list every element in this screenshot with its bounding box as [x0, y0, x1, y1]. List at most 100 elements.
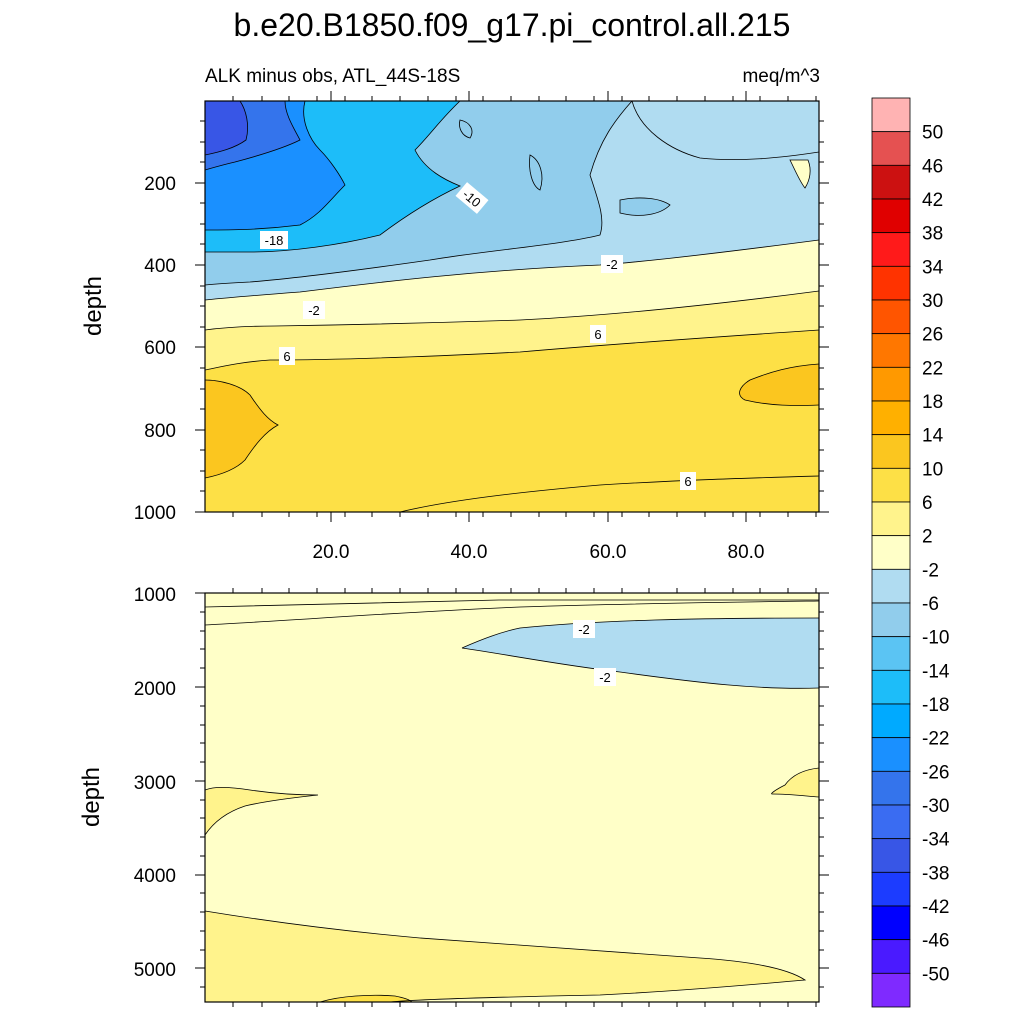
contour-label-text: -2 [308, 303, 320, 318]
lower-contour-line [205, 786, 319, 836]
colorbar-label: 22 [922, 358, 943, 379]
upper-y-axis-label: depth [80, 276, 107, 336]
colorbar: 50 46 42 38 34 30 26 22 18 14 10 6 2 -2 -6 -10 -14 -18 -22… [871, 97, 950, 1008]
colorbar-label: -18 [922, 695, 949, 716]
colorbar-label: -2 [922, 560, 939, 581]
colorbar-label: -42 [922, 897, 949, 918]
colorbar-label: -30 [922, 796, 949, 817]
upper-band-10-14-right [739, 364, 819, 406]
x-tick-label: 80.0 [728, 542, 765, 563]
upper-contour-labels: -10 -18 -2 -2 6 [260, 182, 696, 490]
x-tick-label: 20.0 [313, 542, 350, 563]
colorbar-label: 6 [922, 493, 933, 514]
upper-contour-line [205, 101, 633, 286]
lower-band-m2-2-upper [205, 593, 819, 625]
lower-contour-line [771, 767, 819, 798]
contour-label: -10 [455, 182, 489, 214]
upper-contour-line [205, 101, 301, 171]
upper-contour-line [205, 101, 248, 156]
upper-contour-line [205, 290, 819, 331]
upper-contour-line [205, 239, 819, 301]
colorbar-label: 26 [922, 325, 943, 346]
colorbar-label: -10 [922, 628, 949, 649]
upper-y-tick-labels: 200 400 600 800 1000 [134, 174, 176, 524]
colorbar-box [871, 905, 911, 941]
colorbar-label: 18 [922, 392, 943, 413]
upper-contour-line [619, 197, 671, 216]
contour-label-text: -18 [265, 233, 284, 248]
contour-label-text: 6 [594, 327, 601, 342]
upper-patch-m10-b [529, 155, 542, 190]
lower-axis-ticks [195, 588, 829, 1007]
y-tick-label: 800 [144, 421, 176, 442]
lower-contour-line [205, 600, 819, 626]
lower-contour-fill: -2 -2 [205, 593, 819, 1002]
colorbar-label: 38 [922, 224, 943, 245]
lower-patch-6-10 [320, 995, 412, 1002]
colorbar-label: -6 [922, 594, 939, 615]
colorbar-label: -22 [922, 729, 949, 750]
y-tick-label: 2000 [134, 679, 176, 700]
upper-contour-line [205, 101, 462, 253]
colorbar-box [871, 737, 911, 772]
colorbar-box [871, 131, 911, 166]
y-tick-label: 1000 [134, 503, 176, 524]
lower-contour-line [205, 910, 807, 1002]
upper-contour-line [459, 119, 473, 139]
colorbar-box [871, 972, 911, 1008]
upper-contour-fill: -10 -18 -2 -2 6 [205, 101, 819, 512]
y-tick-label: 4000 [134, 866, 176, 887]
lower-plot-frame [204, 592, 820, 1003]
colorbar-label: 10 [922, 459, 943, 480]
upper-contour-line [399, 475, 819, 512]
colorbar-label: 42 [922, 190, 943, 211]
upper-contour-line [789, 159, 811, 189]
upper-x-tick-labels: 20.0 40.0 60.0 80.0 [313, 542, 765, 563]
lower-y-tick-labels: 1000 2000 3000 4000 5000 [134, 585, 176, 981]
upper-panel: -10 -18 -2 -2 6 [80, 91, 829, 563]
contour-label: 6 [279, 347, 295, 365]
upper-contour-line [205, 379, 279, 479]
contour-label: 6 [680, 472, 696, 490]
contour-label-text: -2 [599, 670, 611, 685]
upper-band-10-14-left [205, 380, 278, 478]
colorbar-label: 30 [922, 291, 943, 312]
x-tick-label: 40.0 [451, 542, 488, 563]
colorbar-box [871, 366, 911, 402]
colorbar-box [871, 939, 911, 974]
lower-patch-2-6-left [205, 787, 318, 835]
colorbar-label: -14 [922, 661, 950, 682]
upper-contour-line [739, 363, 819, 406]
lower-contour-line [205, 599, 819, 608]
colorbar-box [871, 636, 911, 671]
contour-label: 6 [590, 325, 606, 343]
upper-patch-m10-a [620, 197, 670, 216]
contour-label-text: -2 [606, 257, 618, 272]
upper-patch-m2-2 [790, 160, 811, 188]
contour-label: -2 [594, 668, 616, 686]
contour-label-text: 6 [684, 474, 691, 489]
colorbar-box [871, 535, 911, 570]
colorbar-box [871, 838, 911, 873]
lower-panel: -2 -2 1000 2000 3000 4000 5000 depth [78, 585, 829, 1007]
colorbar-box [871, 333, 911, 368]
upper-contour-line [205, 101, 346, 231]
y-tick-label: 3000 [134, 773, 176, 794]
y-tick-label: 1000 [134, 585, 176, 606]
colorbar-label: 14 [922, 426, 944, 447]
lower-contour-line [461, 647, 819, 689]
colorbar-box [871, 871, 911, 907]
x-tick-label: 60.0 [590, 542, 627, 563]
contour-label-text: -2 [578, 622, 590, 637]
colorbar-box [871, 804, 911, 840]
colorbar-box [871, 198, 911, 234]
colorbar-box [871, 265, 911, 301]
y-tick-label: 5000 [134, 960, 176, 981]
colorbar-box [871, 97, 911, 133]
chart-subtitle-left: ALK minus obs, ATL_44S-18S [205, 66, 460, 87]
colorbar-box [871, 232, 911, 267]
chart-title: b.e20.B1850.f09_g17.pi_control.all.215 [234, 7, 791, 43]
contour-label: -18 [260, 231, 288, 249]
colorbar-box [871, 602, 911, 638]
